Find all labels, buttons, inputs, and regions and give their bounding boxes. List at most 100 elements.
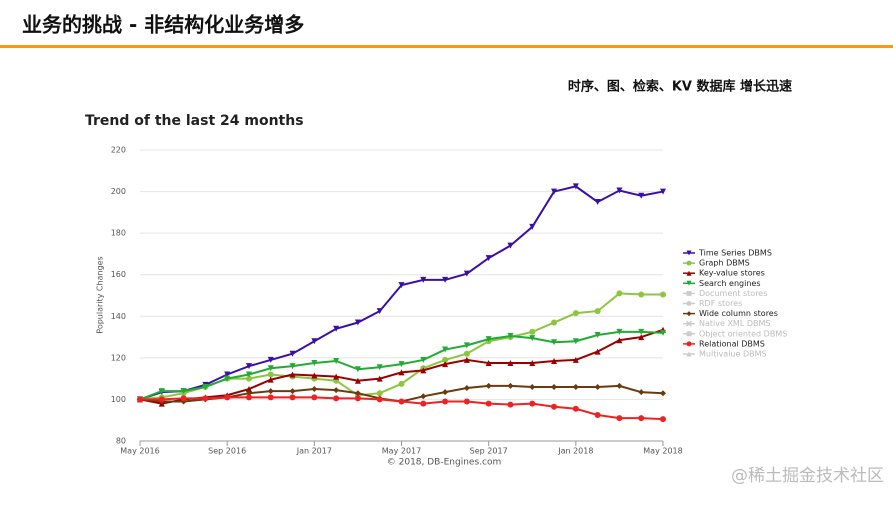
legend-marker	[685, 320, 693, 327]
legend-label: Document stores	[699, 289, 767, 298]
data-point	[137, 396, 143, 403]
legend-marker	[686, 331, 692, 337]
data-point	[224, 371, 231, 378]
data-point	[572, 405, 579, 412]
legend-marker	[686, 351, 692, 357]
data-point	[551, 403, 558, 410]
data-point	[442, 398, 449, 405]
x-tick-label: Jan 2017	[296, 447, 332, 456]
data-point	[594, 383, 601, 390]
data-point	[333, 357, 340, 364]
data-point	[376, 364, 383, 371]
data-point	[485, 360, 492, 367]
data-point	[267, 365, 274, 372]
title-rule	[0, 45, 893, 48]
data-point	[420, 393, 427, 400]
legend-marker	[686, 301, 692, 306]
data-point	[311, 360, 318, 367]
legend-marker	[686, 270, 692, 276]
source: © 2018, DB-Engines.com	[387, 458, 501, 468]
legend-marker	[686, 280, 692, 286]
data-point	[354, 366, 361, 373]
data-point	[267, 356, 274, 363]
watermark: @稀土掘金技术社区	[731, 466, 884, 486]
data-point	[158, 388, 165, 395]
data-point	[398, 361, 405, 368]
data-point	[398, 282, 405, 289]
data-point	[551, 383, 558, 390]
data-point	[638, 192, 645, 199]
data-point	[616, 337, 623, 344]
y-tick-label: 120	[111, 353, 126, 362]
data-point	[507, 382, 514, 389]
data-point	[572, 356, 579, 363]
data-point	[354, 377, 361, 384]
data-point	[289, 388, 296, 395]
data-point	[551, 188, 558, 195]
data-point	[180, 388, 187, 395]
data-point	[289, 363, 296, 370]
data-point	[311, 338, 318, 345]
data-point	[594, 412, 601, 419]
data-point	[376, 308, 383, 315]
data-point	[333, 373, 340, 380]
data-point	[267, 376, 274, 383]
data-point	[463, 384, 470, 391]
data-point	[398, 380, 405, 387]
data-point	[376, 375, 383, 382]
data-point	[594, 348, 601, 355]
data-point	[660, 416, 666, 423]
data-point	[529, 383, 536, 390]
legend-label: Relational DBMS	[699, 339, 765, 348]
data-point	[311, 372, 318, 379]
data-point	[638, 334, 645, 341]
legend-label: Graph DBMS	[699, 259, 750, 268]
data-point	[529, 223, 536, 230]
data-point	[616, 290, 623, 297]
data-point	[245, 363, 252, 370]
x-tick-label: May 2018	[643, 447, 682, 456]
data-point	[224, 375, 231, 382]
data-point	[245, 375, 252, 382]
legend-marker	[686, 250, 692, 256]
data-point	[572, 183, 579, 190]
data-point	[180, 395, 187, 402]
data-point	[507, 401, 514, 408]
data-point	[507, 242, 514, 249]
legend-label: Key-value stores	[699, 269, 765, 278]
data-point	[529, 328, 536, 335]
data-point	[333, 325, 340, 332]
data-point	[463, 270, 470, 277]
data-point	[463, 356, 470, 363]
data-point	[638, 328, 645, 335]
data-point	[529, 360, 536, 367]
data-point	[507, 333, 514, 340]
data-point	[289, 394, 296, 401]
data-point	[354, 395, 361, 402]
data-point	[529, 335, 536, 342]
y-tick-label: 80	[116, 437, 126, 446]
slide-title: 业务的挑战 - 非结构化业务增多	[22, 13, 304, 37]
data-point	[311, 386, 318, 393]
data-point	[398, 369, 405, 376]
legend-label: Multivalue DBMS	[699, 350, 767, 359]
data-point	[289, 350, 296, 357]
data-point	[594, 308, 601, 315]
y-tick-label: 180	[111, 229, 126, 238]
data-point	[354, 319, 361, 326]
data-point	[202, 395, 209, 402]
data-point	[420, 367, 427, 374]
data-point	[289, 371, 296, 378]
data-point	[442, 346, 449, 353]
x-tick-label: May 2017	[382, 447, 421, 456]
data-point	[616, 187, 623, 194]
chart-title: Trend of the last 24 months	[85, 113, 304, 129]
legend-label: Wide column stores	[699, 309, 778, 318]
data-point	[507, 360, 514, 367]
data-point	[420, 276, 427, 283]
data-point	[638, 291, 645, 298]
data-point	[463, 398, 470, 405]
data-point	[245, 371, 252, 378]
